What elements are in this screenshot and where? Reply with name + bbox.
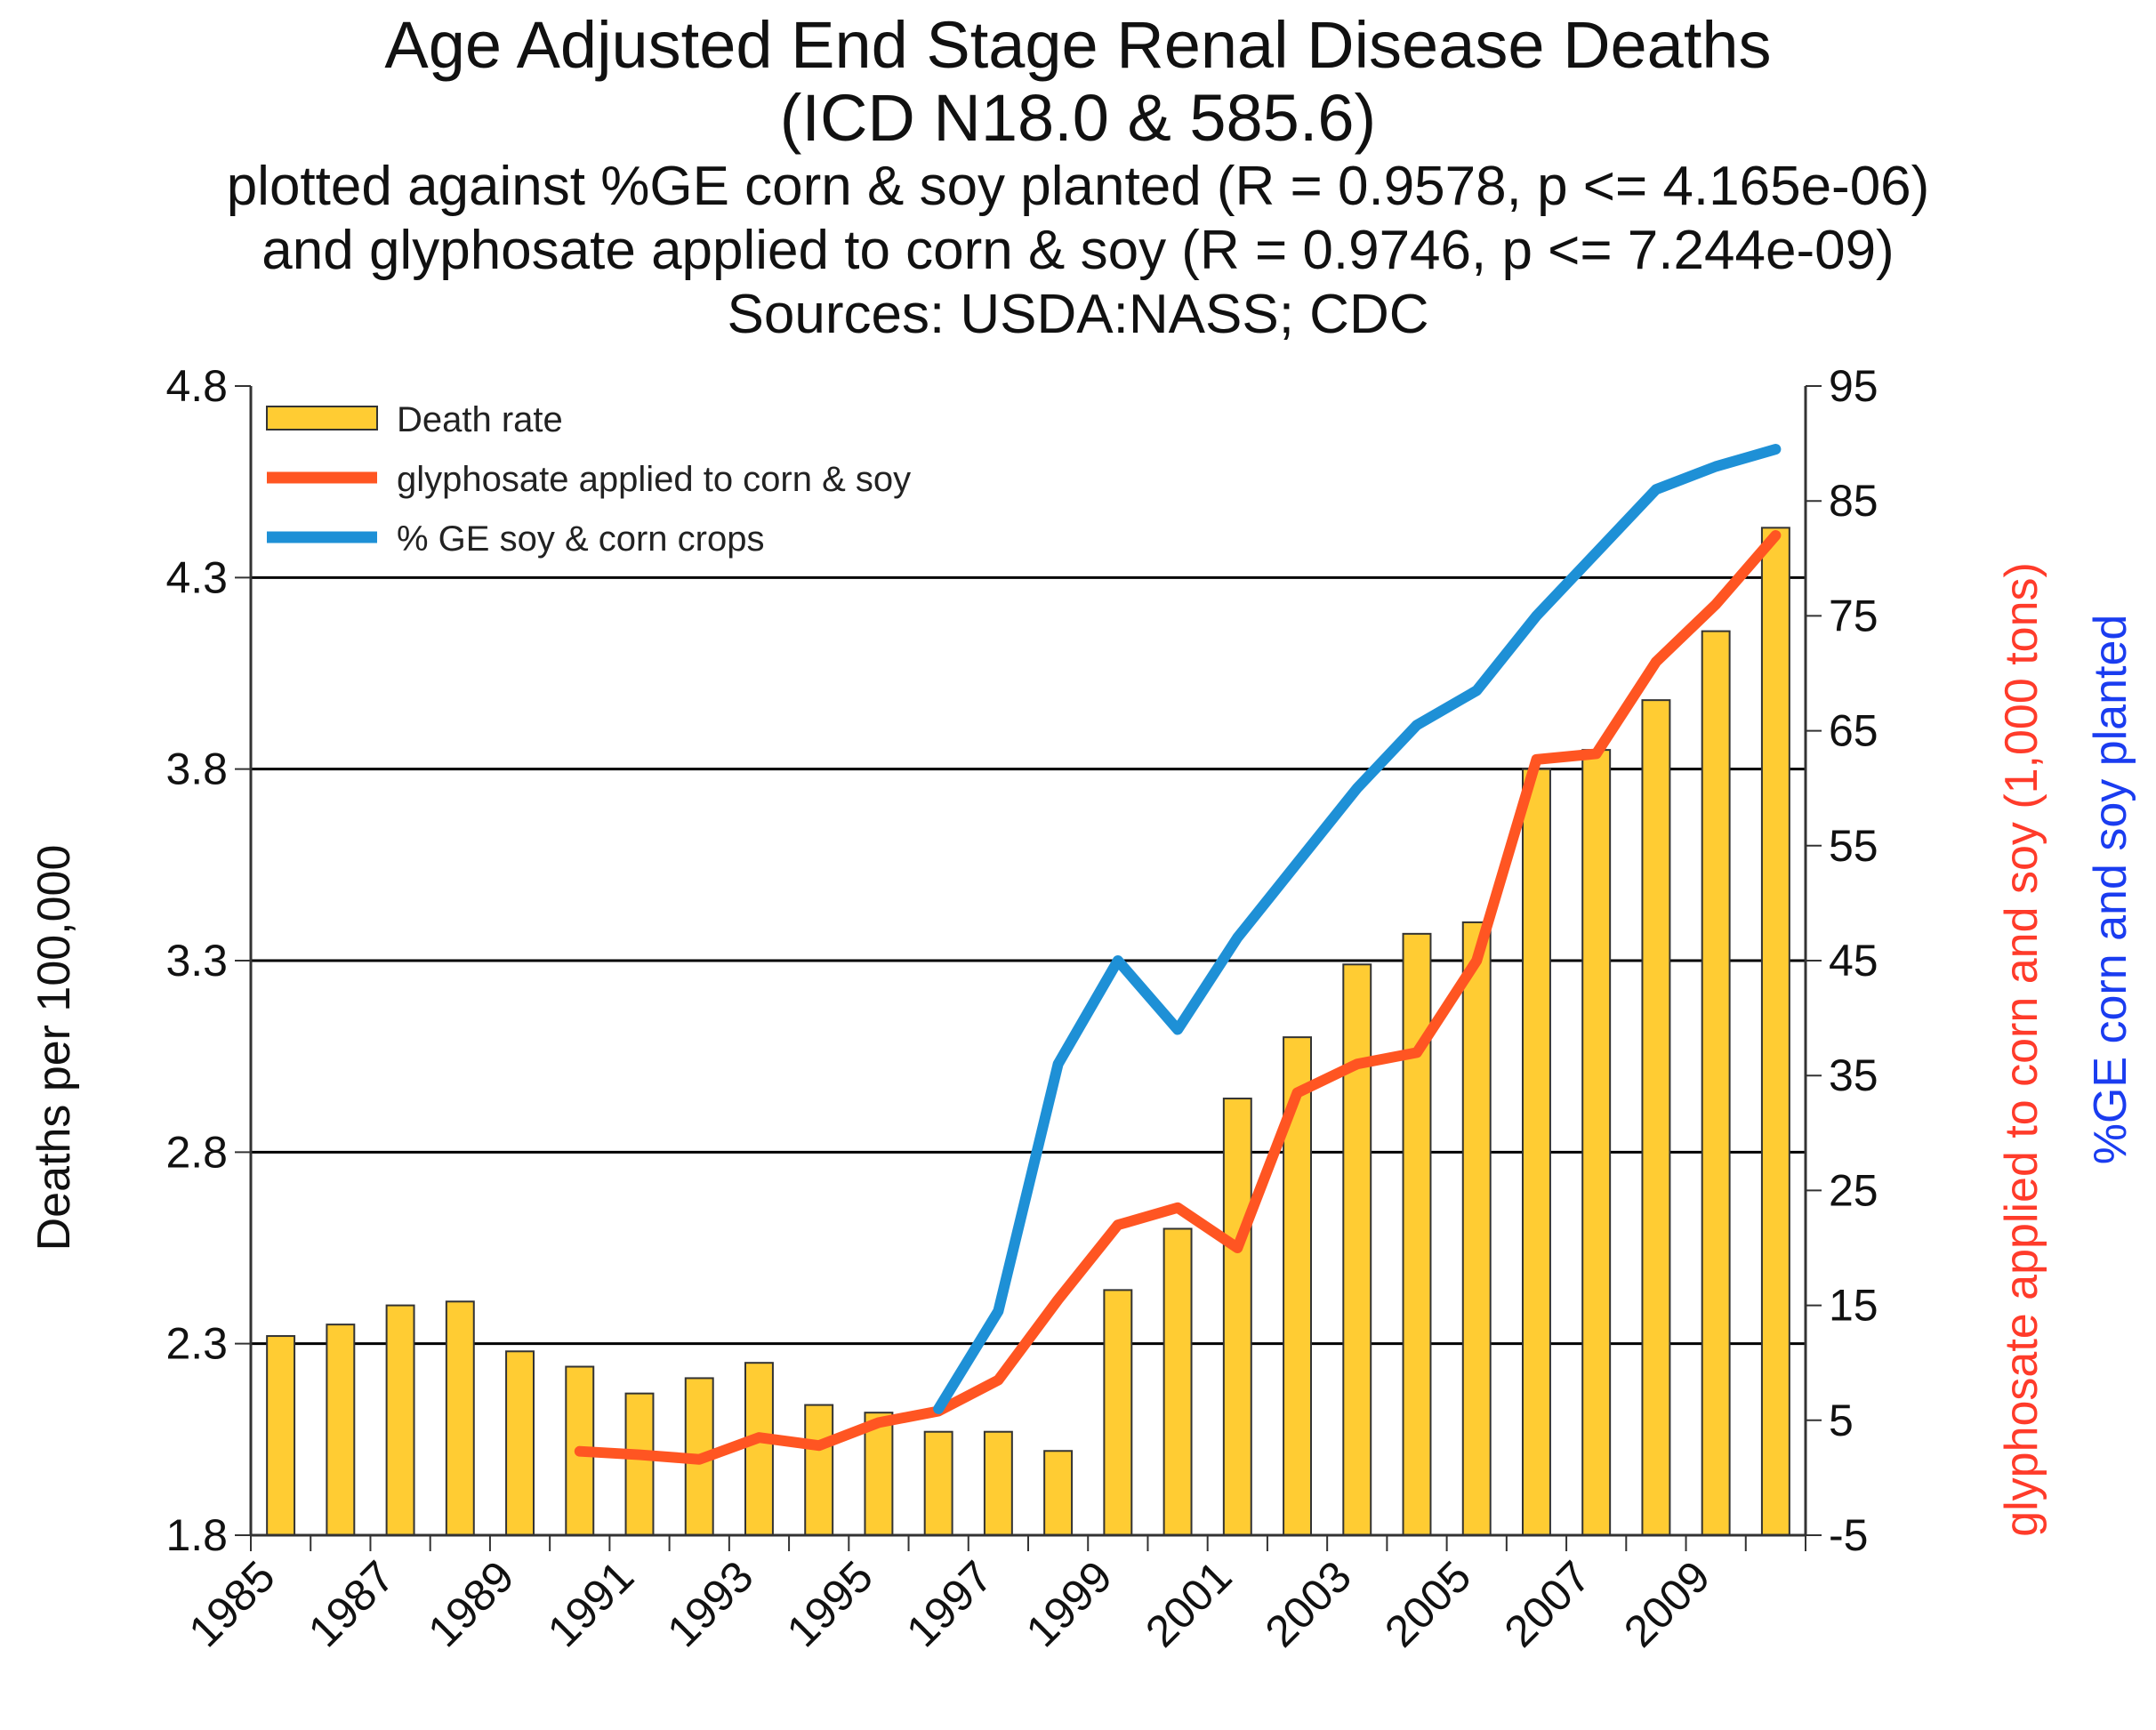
x-tick-label: 1995 <box>777 1551 882 1656</box>
bar-1989 <box>505 1350 535 1537</box>
x-tick-label: 1991 <box>538 1551 643 1656</box>
legend-label-ge-crops: % GE soy & corn crops <box>397 519 764 559</box>
bar-2004 <box>1402 932 1432 1537</box>
x-tick-label: 1989 <box>418 1551 523 1656</box>
bar-2006 <box>1521 768 1551 1536</box>
bar-2008 <box>1641 699 1671 1536</box>
bar-1988 <box>445 1300 475 1536</box>
chart-subtitle-2: and glyphosate applied to corn & soy (R … <box>261 220 1895 281</box>
chart-title-line2: (ICD N18.0 & 585.6) <box>779 81 1377 155</box>
axes <box>235 385 1822 1551</box>
legend-label-death-rate: Death rate <box>397 400 563 439</box>
y-axis-title: Deaths per 100,000 <box>28 845 80 1251</box>
y-tick-label: 4.3 <box>165 552 228 602</box>
x-tick-label: 1997 <box>897 1551 1002 1656</box>
bar-1997 <box>983 1430 1013 1536</box>
lines <box>574 444 1782 1465</box>
y2-tick-label: 55 <box>1829 821 1878 871</box>
bar-2000 <box>1162 1227 1193 1536</box>
y-tick-label: 2.3 <box>165 1319 228 1369</box>
x-tick-label: 2001 <box>1136 1551 1241 1656</box>
y-tick-label: 1.8 <box>165 1510 228 1560</box>
x-tick-label: 2007 <box>1495 1551 1600 1656</box>
y2-axis-title-ge: %GE corn and soy planted <box>2085 615 2136 1165</box>
bar-1998 <box>1043 1450 1074 1536</box>
bar-2003 <box>1342 963 1372 1536</box>
chart-subtitle-1: plotted against %GE corn & soy planted (… <box>226 156 1930 217</box>
bar-2001 <box>1222 1098 1252 1537</box>
legend: Death rate glyphosate applied to corn & … <box>266 400 911 559</box>
chart-title: Age Adjusted End Stage Renal Disease Dea… <box>384 8 1772 82</box>
bar-1995 <box>864 1412 894 1536</box>
y2-tick-label: -5 <box>1829 1510 1868 1560</box>
x-tick-label: 2005 <box>1375 1551 1480 1656</box>
x-tick-label: 1993 <box>657 1551 762 1656</box>
bar-1996 <box>923 1430 953 1536</box>
y2-tick-label: 15 <box>1829 1281 1878 1331</box>
y-tick-label: 2.8 <box>165 1127 228 1177</box>
x-tick-label: 1999 <box>1017 1551 1122 1656</box>
bar-1985 <box>266 1335 296 1537</box>
y2-tick-label: 45 <box>1829 936 1878 986</box>
x-tick-label: 2009 <box>1614 1551 1719 1656</box>
y-tick-label: 3.3 <box>165 936 228 986</box>
bar-2007 <box>1581 749 1612 1536</box>
bar-1991 <box>624 1392 655 1536</box>
y2-tick-label: 65 <box>1829 706 1878 756</box>
x-tick-label: 2003 <box>1256 1551 1361 1656</box>
chart-subtitle-3: Sources: USDA:NASS; CDC <box>727 284 1429 345</box>
bars <box>266 527 1790 1537</box>
x-tick-label: 1985 <box>180 1551 285 1656</box>
bar-1987 <box>385 1304 415 1536</box>
legend-swatch-death-rate <box>266 406 378 430</box>
y2-tick-label: 5 <box>1829 1396 1854 1445</box>
chart-titles: Age Adjusted End Stage Renal Disease Dea… <box>0 9 2156 347</box>
gridlines <box>251 575 1806 1346</box>
y2-axis-title-glyphosate: glyphosate applied to corn and soy (1,00… <box>1996 562 2047 1537</box>
y2-tick-label: 95 <box>1829 361 1878 411</box>
line-ge-crops <box>933 444 1782 1414</box>
bar-2009 <box>1701 630 1731 1536</box>
y-tick-label: 4.8 <box>165 361 228 411</box>
line-glyphosate <box>574 529 1782 1465</box>
bar-1986 <box>326 1324 356 1536</box>
bar-2010 <box>1760 527 1790 1536</box>
y2-tick-label: 35 <box>1829 1050 1878 1100</box>
bar-2005 <box>1461 921 1492 1536</box>
y2-tick-label: 85 <box>1829 476 1878 526</box>
y-tick-label: 3.8 <box>165 744 228 794</box>
x-tick-label: 1987 <box>299 1551 404 1656</box>
y2-tick-label: 25 <box>1829 1165 1878 1215</box>
legend-label-glyphosate: glyphosate applied to corn & soy <box>397 460 911 499</box>
y2-tick-label: 75 <box>1829 591 1878 640</box>
bar-1993 <box>744 1362 774 1536</box>
bar-1999 <box>1103 1289 1133 1536</box>
bar-1994 <box>804 1404 834 1537</box>
